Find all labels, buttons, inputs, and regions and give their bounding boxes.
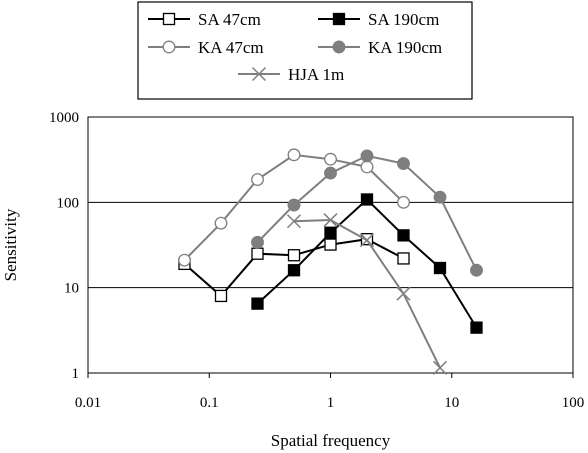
- legend-label: HJA 1m: [288, 65, 344, 84]
- data-point: [324, 238, 337, 251]
- y-axis-tick-labels: 1 10 100 1000: [49, 110, 79, 382]
- y-tick-label: 10: [64, 281, 79, 297]
- y-axis-title: Sensitivity: [1, 208, 20, 281]
- x-marker-stroke: [286, 214, 302, 229]
- data-point: [251, 297, 264, 310]
- data-point: [432, 360, 448, 375]
- legend: SA 47cm SA 190cm KA 47cm KA 190cm HJA 1m: [137, 1, 473, 100]
- data-point: [396, 286, 411, 301]
- data-point: [360, 149, 374, 163]
- x-axis-title: Spatial frequency: [271, 431, 391, 450]
- data-point: [360, 160, 374, 174]
- x-marker-stroke: [359, 233, 375, 248]
- data-point: [324, 152, 337, 166]
- series-ka-47cm: [178, 148, 410, 267]
- y-tick-label: 1000: [49, 110, 79, 126]
- data-point: [359, 233, 375, 248]
- data-point: [214, 289, 228, 303]
- data-point: [397, 229, 410, 242]
- data-point: [287, 198, 301, 212]
- data-point: [286, 214, 302, 229]
- data-point: [433, 190, 447, 204]
- data-point: [251, 173, 264, 186]
- data-point: [470, 321, 483, 334]
- legend-box: [137, 1, 473, 100]
- data-point: [397, 195, 410, 209]
- data-point: [287, 148, 301, 162]
- x-tick-label: 0.1: [200, 395, 219, 411]
- x-marker-stroke: [432, 360, 448, 375]
- legend-marker: [332, 40, 346, 54]
- data-point: [324, 166, 337, 180]
- legend-label: KA 190cm: [368, 38, 442, 57]
- x-marker-stroke: [323, 213, 338, 228]
- series-hja-1m: [286, 213, 448, 375]
- legend-label: KA 47cm: [198, 38, 264, 57]
- series-ka-190cm: [251, 149, 483, 277]
- data-point: [360, 193, 374, 206]
- x-marker-stroke: [396, 286, 411, 301]
- data-point: [287, 264, 301, 277]
- data-point: [178, 253, 191, 267]
- legend-marker: [162, 12, 176, 26]
- legend-marker: [332, 12, 346, 26]
- y-tick-label: 100: [57, 195, 80, 211]
- legend-label: SA 190cm: [368, 10, 439, 29]
- data-point: [397, 157, 410, 170]
- legend-entry: HJA 1m: [238, 65, 344, 84]
- data-point: [433, 261, 447, 275]
- data-point: [324, 226, 337, 239]
- legend-entry: KA 190cm: [318, 38, 442, 57]
- data-point: [287, 249, 301, 262]
- series-layer: [178, 148, 483, 375]
- x-tick-label: 100: [562, 395, 585, 411]
- data-point: [251, 235, 264, 249]
- series-sa-190cm: [251, 193, 483, 334]
- legend-label: SA 47cm: [198, 10, 261, 29]
- legend-entry: SA 190cm: [318, 10, 439, 29]
- x-tick-label: 1: [327, 395, 335, 411]
- x-marker-stroke: [251, 66, 267, 82]
- x-axis-ticks: [87, 373, 574, 378]
- x-axis-tick-labels: 0.01 0.1 1 10 100: [75, 395, 584, 411]
- legend-marker: [162, 40, 176, 54]
- data-point: [323, 213, 338, 228]
- legend-entry: KA 47cm: [148, 38, 264, 57]
- data-point: [214, 216, 228, 230]
- x-tick-label: 10: [444, 395, 459, 411]
- data-point: [251, 247, 264, 260]
- data-point: [470, 263, 483, 277]
- x-tick-label: 0.01: [75, 395, 101, 411]
- data-point: [397, 252, 410, 265]
- legend-marker: [251, 66, 267, 82]
- legend-entry: SA 47cm: [148, 10, 261, 29]
- y-tick-label: 1: [72, 366, 80, 382]
